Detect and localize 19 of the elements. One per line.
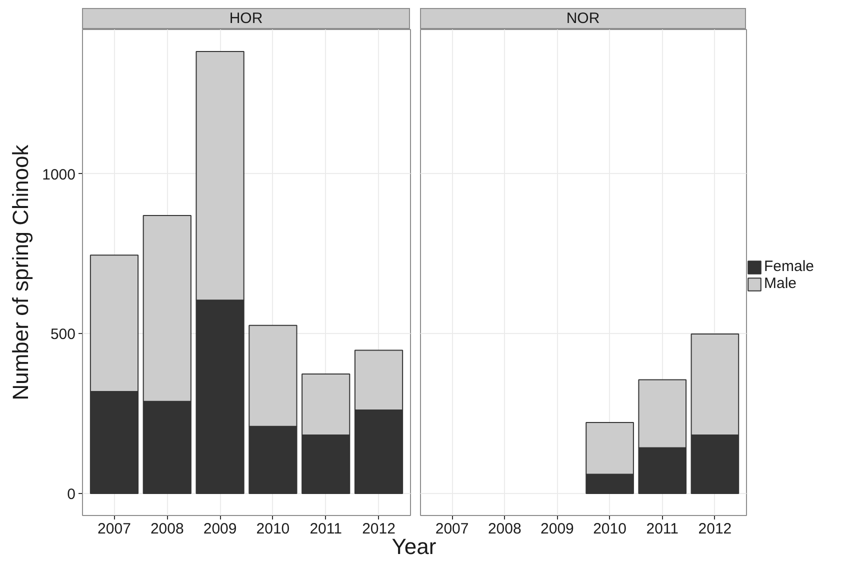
chart-title: NOR bbox=[566, 9, 600, 28]
x-tick-label: 2012 bbox=[698, 520, 732, 538]
x-tick-label: 2009 bbox=[540, 520, 574, 538]
x-tick-label: 2007 bbox=[98, 520, 131, 538]
x-tick-label: 2008 bbox=[488, 520, 522, 538]
y-tick-label: 1000 bbox=[42, 166, 76, 184]
x-tick-label: 2007 bbox=[435, 520, 469, 538]
x-tick-label: 2009 bbox=[203, 520, 237, 538]
y-tick-label: 500 bbox=[50, 326, 76, 344]
x-tick-label: 2008 bbox=[150, 520, 184, 538]
x-tick-label: 2011 bbox=[646, 520, 679, 538]
chart-title: HOR bbox=[229, 9, 263, 28]
y-tick-label: 0 bbox=[67, 486, 76, 503]
x-tick-label: 2010 bbox=[256, 520, 290, 538]
legend-label: Female bbox=[764, 258, 814, 275]
x-tick-label: 2011 bbox=[310, 520, 342, 538]
legend-label: Male bbox=[764, 275, 797, 292]
x-tick-label: 2010 bbox=[593, 520, 626, 538]
y-axis-title: Number of spring Chinook bbox=[8, 144, 34, 400]
